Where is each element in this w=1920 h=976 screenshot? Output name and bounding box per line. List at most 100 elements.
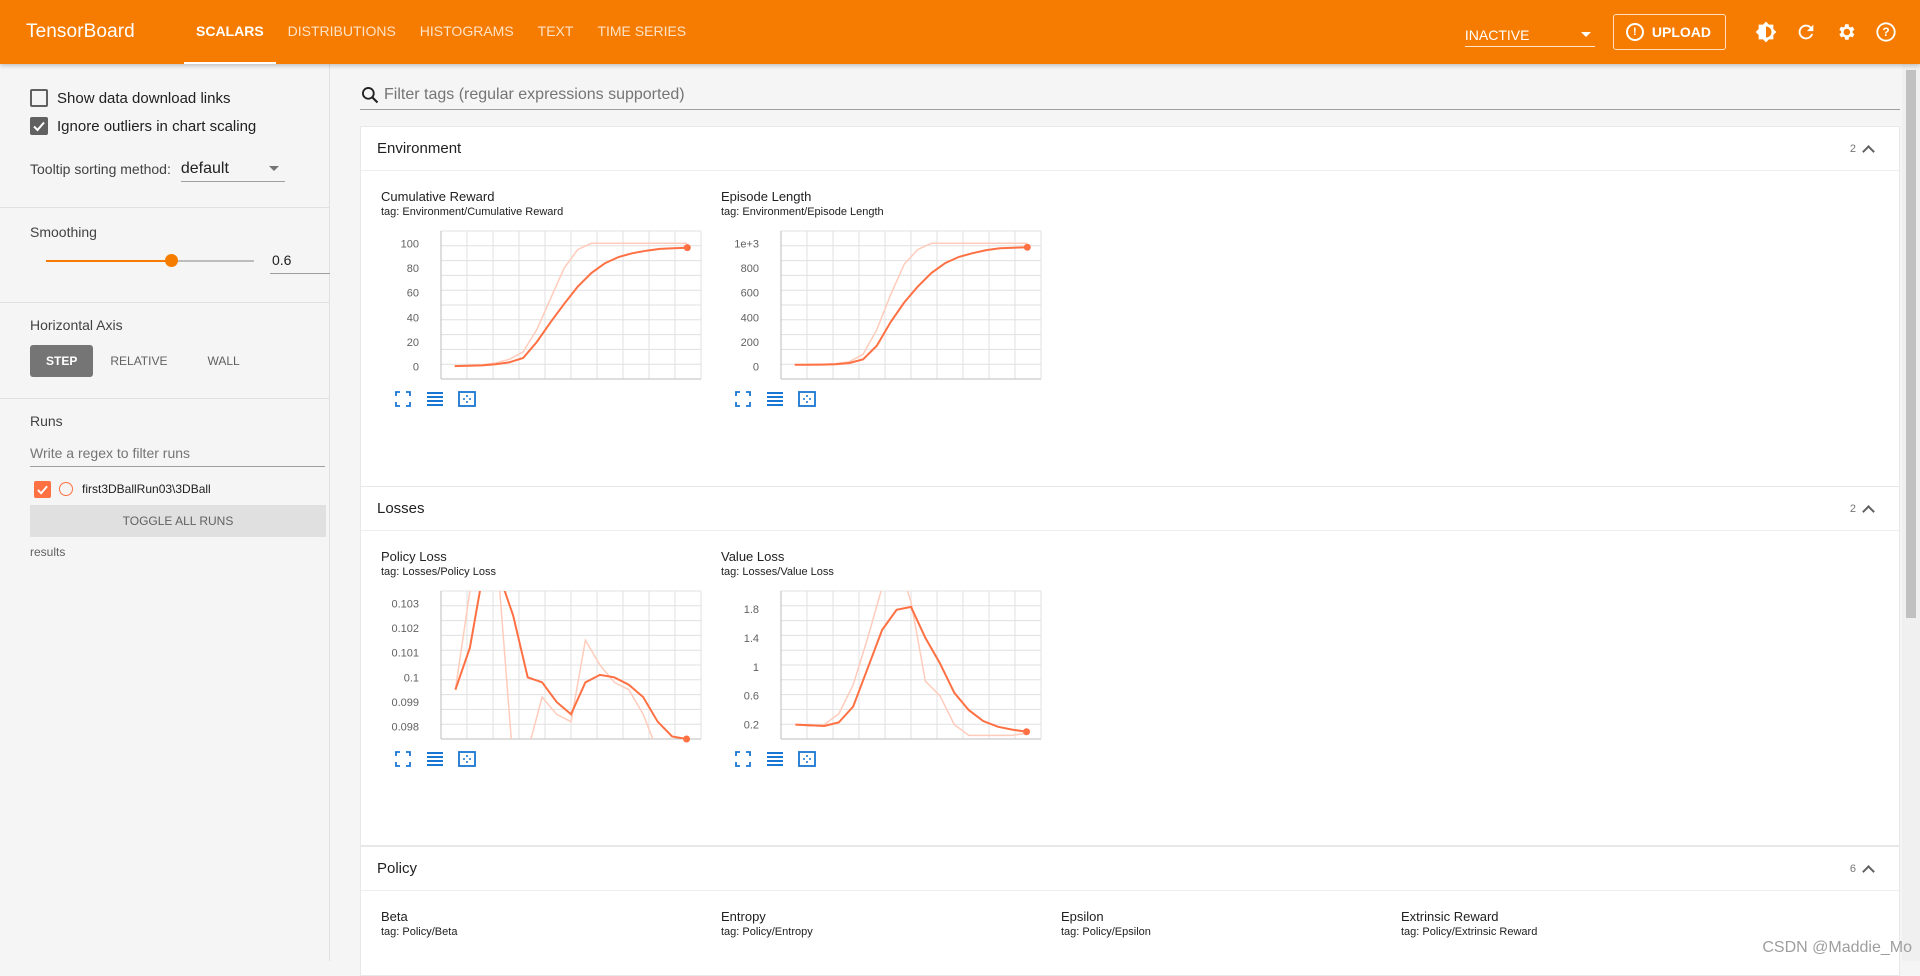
chart-title: Value Loss bbox=[721, 549, 1051, 564]
chart-tag: tag: Environment/Episode Length bbox=[721, 206, 1051, 218]
chart-card: Entropy tag: Policy/Entropy bbox=[721, 909, 1051, 938]
group-header-environment[interactable]: Environment 2 bbox=[361, 127, 1899, 171]
fit-domain-icon[interactable] bbox=[791, 389, 823, 409]
smoothing-slider-thumb[interactable] bbox=[165, 254, 178, 267]
chart-card: Epsilon tag: Policy/Epsilon bbox=[1061, 909, 1391, 938]
run-checkbox[interactable] bbox=[34, 481, 51, 498]
axis-step-button[interactable]: STEP bbox=[30, 345, 93, 377]
tab-text[interactable]: Text bbox=[526, 0, 586, 64]
settings-icon[interactable] bbox=[1826, 12, 1866, 52]
runs-filter-placeholder: Write a regex to filter runs bbox=[30, 445, 190, 461]
group-name: Losses bbox=[377, 500, 425, 517]
group-header-losses[interactable]: Losses 2 bbox=[361, 487, 1899, 531]
runs-filter-input[interactable]: Write a regex to filter runs bbox=[30, 437, 325, 467]
chart-card: Extrinsic Reward tag: Policy/Extrinsic R… bbox=[1401, 909, 1731, 938]
top-app-bar: TensorBoard Scalars Distributions Histog… bbox=[0, 0, 1920, 64]
y-tick-label: 0.101 bbox=[391, 648, 419, 660]
plugin-status-select[interactable]: INACTIVE bbox=[1465, 17, 1595, 47]
tag-filter-placeholder: Filter tags (regular expressions support… bbox=[384, 86, 685, 104]
chart-title: Cumulative Reward bbox=[381, 189, 711, 204]
fullscreen-icon[interactable] bbox=[727, 749, 759, 769]
check-icon bbox=[32, 119, 46, 133]
run-color-circle-icon[interactable] bbox=[59, 482, 73, 496]
y-tick-label: 1.4 bbox=[744, 633, 759, 645]
ignore-outliers-row[interactable]: Ignore outliers in chart scaling bbox=[30, 112, 329, 140]
tab-time-series[interactable]: Time Series bbox=[585, 0, 698, 64]
chevron-up-icon[interactable] bbox=[1862, 505, 1875, 518]
chevron-up-icon[interactable] bbox=[1862, 865, 1875, 878]
show-download-links-row[interactable]: Show data download links bbox=[30, 84, 329, 112]
smoothing-slider-fill bbox=[46, 260, 171, 262]
caret-down-icon bbox=[1581, 32, 1591, 37]
run-item[interactable]: first3DBallRun03\3DBall bbox=[30, 475, 329, 503]
group-count: 6 bbox=[1850, 863, 1856, 875]
smoothing-input[interactable]: 0.6 bbox=[270, 248, 330, 274]
brightness-icon[interactable] bbox=[1746, 12, 1786, 52]
axis-wall-button[interactable]: WALL bbox=[191, 345, 255, 377]
y-tick-label: 80 bbox=[407, 263, 419, 275]
upload-label: UPLOAD bbox=[1652, 24, 1711, 40]
group-card-environment: Environment 2 Cumulative Reward tag: Env… bbox=[360, 126, 1900, 548]
y-tick-label: 60 bbox=[407, 288, 419, 300]
y-tick-label: 400 bbox=[741, 312, 759, 324]
y-tick-label: 0 bbox=[753, 362, 759, 374]
ignore-outliers-label: Ignore outliers in chart scaling bbox=[57, 118, 256, 135]
app-title[interactable]: TensorBoard bbox=[26, 21, 156, 43]
group-header-policy[interactable]: Policy 6 bbox=[361, 847, 1899, 891]
watermark-text: CSDN @Maddie_Mo bbox=[1762, 939, 1912, 957]
chart-title: Entropy bbox=[721, 909, 1051, 924]
chart-plot[interactable]: 02040608010020k40k60k80k100k120k140k160k… bbox=[381, 225, 711, 385]
fullscreen-icon[interactable] bbox=[387, 749, 419, 769]
chart-card: Episode Length tag: Environment/Episode … bbox=[721, 189, 1051, 218]
chart-plot[interactable]: 0.0980.0990.10.1010.1020.10340k80k120k16… bbox=[381, 585, 711, 745]
tag-filter-input[interactable]: Filter tags (regular expressions support… bbox=[360, 80, 1900, 110]
tooltip-sorting-label: Tooltip sorting method: bbox=[30, 161, 171, 177]
y-tick-label: 0.6 bbox=[744, 691, 759, 703]
chevron-up-icon[interactable] bbox=[1862, 145, 1875, 158]
tab-histograms[interactable]: Histograms bbox=[408, 0, 526, 64]
tooltip-sorting-select[interactable]: default bbox=[181, 156, 285, 182]
fit-domain-icon[interactable] bbox=[791, 749, 823, 769]
fullscreen-icon[interactable] bbox=[727, 389, 759, 409]
show-download-links-checkbox[interactable] bbox=[30, 89, 48, 107]
fit-domain-icon[interactable] bbox=[451, 389, 483, 409]
y-tick-label: 40 bbox=[407, 312, 419, 324]
tab-scalars[interactable]: Scalars bbox=[184, 0, 276, 64]
info-icon: ! bbox=[1626, 23, 1644, 41]
smoothing-control: 0.6 bbox=[30, 240, 329, 280]
y-tick-label: 0.103 bbox=[391, 598, 419, 610]
y-tick-label: 0.099 bbox=[391, 697, 419, 709]
data-list-icon[interactable] bbox=[759, 749, 791, 769]
scrollbar-thumb[interactable] bbox=[1906, 70, 1916, 618]
y-tick-label: 100 bbox=[401, 238, 419, 250]
chart-title: Epsilon bbox=[1061, 909, 1391, 924]
y-tick-label: 1.8 bbox=[744, 604, 759, 616]
upload-button[interactable]: ! UPLOAD bbox=[1613, 14, 1726, 50]
smoothing-slider[interactable] bbox=[46, 260, 254, 262]
chart-tag: tag: Policy/Beta bbox=[381, 926, 711, 938]
data-list-icon[interactable] bbox=[419, 749, 451, 769]
y-tick-label: 0.2 bbox=[744, 720, 759, 732]
chart-title: Episode Length bbox=[721, 189, 1051, 204]
axis-relative-button[interactable]: RELATIVE bbox=[94, 345, 183, 377]
toggle-all-runs-button[interactable]: TOGGLE ALL RUNS bbox=[30, 505, 326, 537]
ignore-outliers-checkbox[interactable] bbox=[30, 117, 48, 135]
last-point-marker bbox=[684, 244, 691, 251]
chart-plot[interactable]: 0.20.611.41.840k60k80k100k120k140k160k18… bbox=[721, 585, 1051, 745]
runs-label: Runs bbox=[30, 413, 329, 429]
fullscreen-icon[interactable] bbox=[387, 389, 419, 409]
help-icon[interactable]: ? bbox=[1866, 12, 1906, 52]
reload-icon[interactable] bbox=[1786, 12, 1826, 52]
chart-tag: tag: Policy/Entropy bbox=[721, 926, 1051, 938]
data-list-icon[interactable] bbox=[759, 389, 791, 409]
data-list-icon[interactable] bbox=[419, 389, 451, 409]
smoothing-label: Smoothing bbox=[30, 224, 329, 240]
y-tick-label: 0.1 bbox=[404, 672, 419, 684]
tab-distributions[interactable]: Distributions bbox=[276, 0, 408, 64]
toggle-all-runs-label: TOGGLE ALL RUNS bbox=[123, 514, 234, 528]
sidebar: Show data download links Ignore outliers… bbox=[0, 64, 330, 961]
tab-bar: Scalars Distributions Histograms Text Ti… bbox=[184, 0, 698, 64]
fit-domain-icon[interactable] bbox=[451, 749, 483, 769]
